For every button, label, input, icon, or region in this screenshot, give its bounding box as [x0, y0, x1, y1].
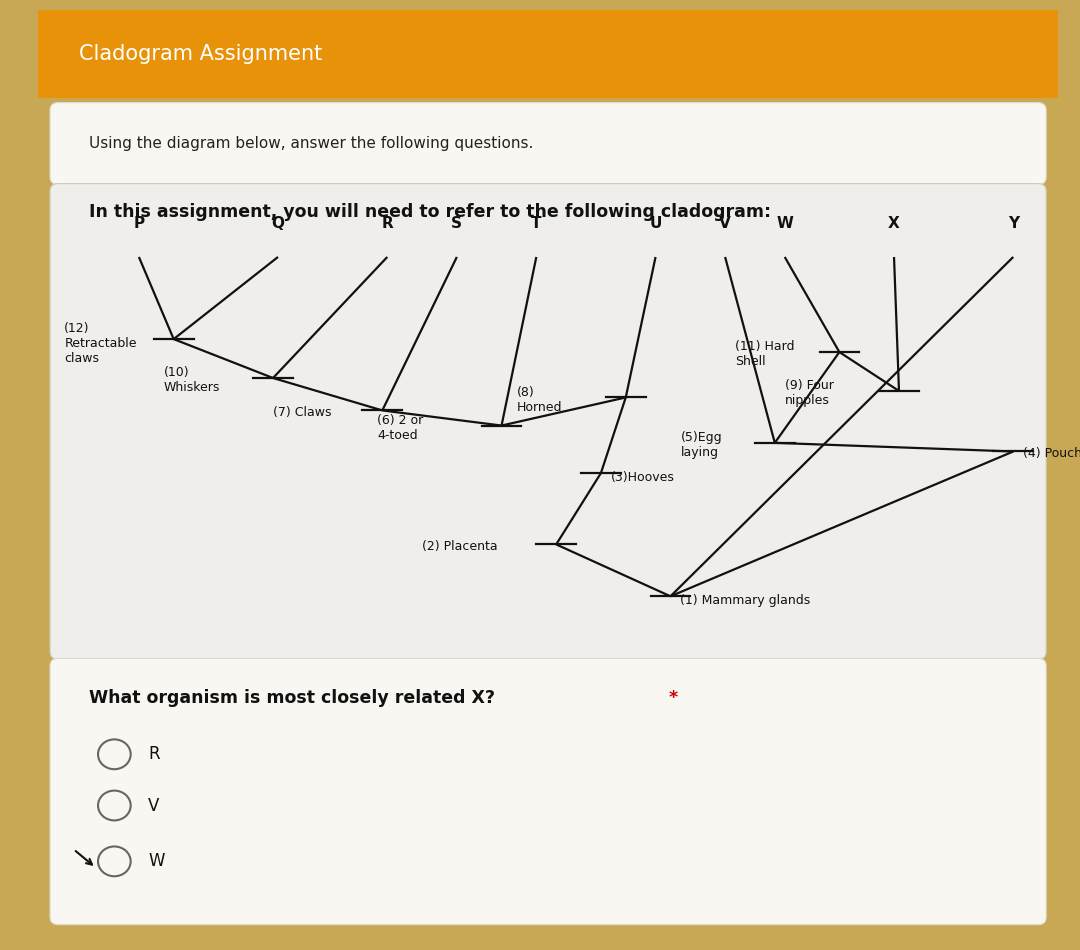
FancyBboxPatch shape	[50, 183, 1047, 659]
Text: (1) Mammary glands: (1) Mammary glands	[680, 594, 811, 607]
Text: (7) Claws: (7) Claws	[273, 406, 332, 419]
Text: (5)Egg
laying: (5)Egg laying	[680, 431, 723, 459]
Text: W: W	[777, 216, 793, 231]
Text: (10)
Whiskers: (10) Whiskers	[164, 366, 220, 394]
FancyBboxPatch shape	[50, 103, 1047, 184]
Text: (6) 2 or
4-toed: (6) 2 or 4-toed	[377, 413, 423, 442]
Text: V: V	[719, 216, 731, 231]
Text: R: R	[148, 746, 160, 763]
Text: W: W	[148, 852, 164, 870]
Text: (9) Four
nipples: (9) Four nipples	[785, 379, 834, 408]
Text: (12)
Retractable
claws: (12) Retractable claws	[65, 322, 137, 365]
Text: (8)
Horned: (8) Horned	[516, 386, 562, 413]
Text: What organism is most closely related X?: What organism is most closely related X?	[89, 690, 501, 708]
Text: R: R	[381, 216, 393, 231]
Text: P: P	[133, 216, 145, 231]
FancyBboxPatch shape	[38, 10, 1058, 98]
Text: U: U	[649, 216, 662, 231]
Text: Using the diagram below, answer the following questions.: Using the diagram below, answer the foll…	[89, 136, 534, 151]
Text: Cladogram Assignment: Cladogram Assignment	[79, 45, 322, 65]
Text: *: *	[669, 690, 678, 708]
Text: (3)Hooves: (3)Hooves	[611, 471, 675, 484]
Text: (11) Hard
Shell: (11) Hard Shell	[735, 340, 795, 369]
Text: Y: Y	[1008, 216, 1018, 231]
FancyBboxPatch shape	[50, 658, 1047, 924]
Text: S: S	[451, 216, 462, 231]
Text: X: X	[888, 216, 900, 231]
Text: Q: Q	[271, 216, 284, 231]
Text: In this assignment, you will need to refer to the following cladogram:: In this assignment, you will need to ref…	[89, 203, 771, 221]
Text: V: V	[148, 796, 160, 814]
Text: (2) Placenta: (2) Placenta	[422, 541, 498, 553]
Text: (4) Pouched: (4) Pouched	[1023, 447, 1080, 460]
Text: T: T	[531, 216, 541, 231]
